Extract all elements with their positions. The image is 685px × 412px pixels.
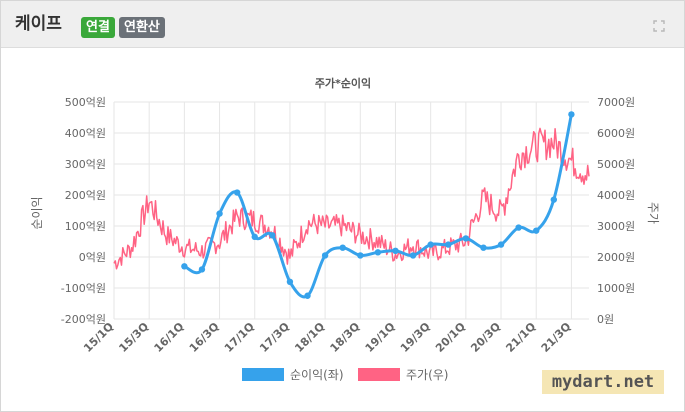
series-layer — [113, 111, 590, 299]
y-right-tick-label: 3000원 — [597, 220, 635, 233]
net-income-point — [392, 247, 399, 254]
net-income-point — [480, 244, 487, 251]
net-income-point — [427, 241, 434, 248]
panel-header: 케이프 연결 연환산 — [1, 1, 684, 48]
y-right-tick-label: 7000원 — [597, 96, 635, 109]
legend: 순이익(좌) 주가(우) — [242, 368, 448, 382]
net-income-point — [216, 210, 223, 217]
net-income-line — [183, 114, 573, 299]
net-income-point — [181, 263, 188, 270]
legend-label-net-income[interactable]: 순이익(좌) — [290, 368, 344, 382]
x-tick-label: 16/3Q — [187, 320, 222, 355]
net-income-point — [374, 249, 382, 256]
net-income-point — [568, 111, 575, 118]
x-axis: 15/1Q 15/3Q 16/1Q 16/3Q 17/1Q 17/3Q 18/1Q 18/3Q… — [81, 320, 573, 355]
net-income-point — [269, 232, 276, 239]
company-name: 케이프 — [15, 14, 62, 34]
net-income-point — [321, 252, 329, 259]
y-right-tick-label: 4000원 — [597, 189, 635, 202]
y-right-tick-label: 0원 — [597, 313, 614, 326]
net-income-point — [304, 292, 311, 299]
left-axis: 500억원 400억원 300억원 200억원 100억원 0억원 -100억원 -200억원 — [61, 96, 106, 326]
x-tick-label: 18/3Q — [328, 320, 363, 355]
net-income-point — [233, 189, 241, 196]
stock-price-line — [113, 127, 590, 270]
y-left-tick-label: 500억원 — [65, 96, 106, 109]
y-left-tick-label: -100억원 — [61, 282, 106, 295]
x-tick-label: 19/1Q — [363, 320, 398, 355]
consolidated-badge[interactable]: 연결 — [81, 17, 115, 38]
legend-swatch-net-income[interactable] — [242, 368, 284, 381]
x-tick-label: 18/1Q — [292, 320, 327, 355]
y-left-tick-label: 400억원 — [65, 127, 106, 140]
x-tick-label: 20/1Q — [433, 320, 468, 355]
net-income-point — [409, 252, 417, 259]
annualized-badge[interactable]: 연환산 — [119, 17, 165, 38]
y-right-tick-label: 1000원 — [597, 282, 635, 295]
y-axis-left-label: 순이익 — [30, 196, 44, 229]
y-left-tick-label: 300억원 — [65, 158, 106, 171]
x-tick-label: 17/1Q — [222, 320, 257, 355]
x-tick-label: 20/3Q — [468, 320, 503, 355]
x-tick-label: 21/3Q — [539, 320, 574, 355]
net-income-point — [497, 241, 505, 248]
y-right-tick-label: 6000원 — [597, 127, 635, 140]
x-tick-label: 17/3Q — [257, 320, 292, 355]
right-axis: 7000원 6000원 5000원 4000원 3000원 2000원 1000원 0원 — [597, 96, 635, 326]
net-income-point — [515, 224, 522, 231]
x-tick-label: 21/1Q — [503, 320, 538, 355]
legend-swatch-stock-price[interactable] — [358, 368, 400, 381]
watermark-logo: mydart.net — [542, 370, 664, 394]
grid — [113, 101, 589, 320]
y-right-tick-label: 5000원 — [597, 158, 635, 171]
expand-icon[interactable] — [653, 20, 665, 32]
net-income-point — [251, 233, 258, 241]
net-income-point — [445, 241, 452, 248]
y-axis-right-label: 주가 — [646, 202, 660, 224]
net-income-point — [462, 235, 470, 242]
y-right-tick-label: 2000원 — [597, 251, 635, 264]
y-left-tick-label: 200억원 — [65, 189, 106, 202]
net-income-point — [339, 244, 346, 251]
chart-title: 주가*순이익 — [315, 76, 371, 90]
net-income-point — [286, 278, 294, 285]
net-income-point — [533, 227, 540, 234]
x-tick-label: 16/1Q — [152, 320, 187, 355]
net-income-point — [198, 266, 206, 273]
legend-label-stock-price[interactable]: 주가(우) — [406, 368, 448, 382]
net-income-point — [357, 252, 364, 259]
x-tick-label: 19/3Q — [398, 320, 433, 355]
y-left-tick-label: 0억원 — [79, 251, 106, 264]
y-left-tick-label: 100억원 — [65, 220, 106, 233]
net-income-point — [550, 196, 558, 203]
y-left-tick-label: -200억원 — [61, 313, 106, 326]
x-tick-label: 15/3Q — [116, 320, 151, 355]
